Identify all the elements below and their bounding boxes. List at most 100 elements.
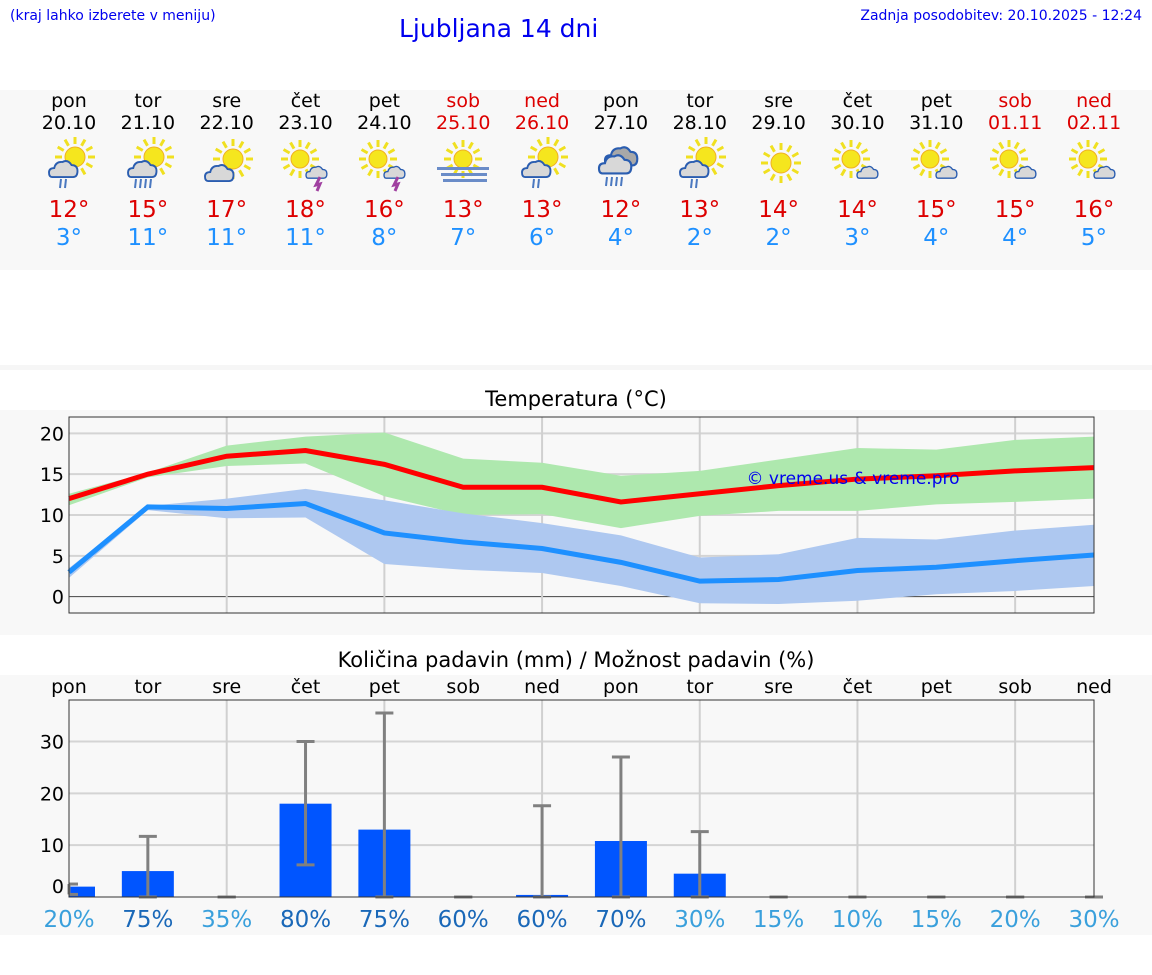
min-temp: 11° xyxy=(285,225,326,251)
precip-probability: 35% xyxy=(201,907,252,933)
day-date: 22.10 xyxy=(199,112,254,134)
precip-probability: 75% xyxy=(122,907,173,933)
min-temp-line xyxy=(67,501,1095,584)
day-date: 01.11 xyxy=(987,112,1043,134)
cloud-heavy-rain-icon xyxy=(581,134,661,196)
sun-thunderstorm-icon xyxy=(344,134,424,196)
day-date: 24.10 xyxy=(357,112,412,134)
sun-icon xyxy=(739,134,819,196)
day-date: 25.10 xyxy=(436,112,491,134)
sun-small-cloud-icon xyxy=(817,134,897,196)
last-updated: Zadnja posodobitev: 20.10.2025 - 12:24 xyxy=(860,8,1142,24)
day-date: 27.10 xyxy=(593,112,649,134)
y-tick-label: 0 xyxy=(52,876,64,898)
min-temp: 4° xyxy=(607,225,634,251)
sun-cloud-rain-icon xyxy=(660,134,740,196)
precip-probability: 75% xyxy=(359,907,410,933)
max-temp: 15° xyxy=(127,197,169,223)
day-name: sob xyxy=(998,90,1032,112)
forecast-day: pet 24.10 16° 8° xyxy=(344,90,424,252)
temperature-chart-title: Temperatura (°C) xyxy=(485,387,667,411)
day-label: sre xyxy=(212,676,241,698)
forecast-day: sob 25.10 13° 7° xyxy=(423,90,503,252)
max-temp: 17° xyxy=(206,197,248,223)
min-temp: 3° xyxy=(55,225,83,251)
day-name: sre xyxy=(764,90,794,112)
day-label: sob xyxy=(998,676,1032,698)
min-temp: 4° xyxy=(1002,225,1029,251)
day-label: ned xyxy=(1076,676,1112,698)
forecast-day: sre 29.10 14° 2° xyxy=(739,90,819,252)
location-hint: (kraj lahko izberete v meniju) xyxy=(10,8,216,24)
day-date: 20.10 xyxy=(41,112,97,134)
sun-cloud-rain-icon xyxy=(502,134,582,196)
precip-probability: 20% xyxy=(43,907,94,933)
day-label: sre xyxy=(764,676,793,698)
day-name: ned xyxy=(1076,90,1112,112)
forecast-day: pon 20.10 12° 3° xyxy=(29,90,109,252)
day-label: sob xyxy=(446,676,480,698)
divider xyxy=(0,365,1152,370)
y-tick-label: 20 xyxy=(40,423,64,445)
min-temp: 8° xyxy=(371,225,398,251)
sun-fog-icon xyxy=(423,134,503,196)
min-temp: 3° xyxy=(844,225,871,251)
day-label: tor xyxy=(134,676,161,698)
forecast-day: pet 31.10 15° 4° xyxy=(896,90,976,252)
max-temp: 15° xyxy=(994,197,1036,223)
watermark: © vreme.us & vreme.pro xyxy=(746,469,959,489)
max-temp: 13° xyxy=(521,197,563,223)
max-temp: 14° xyxy=(758,197,799,223)
plot-frame xyxy=(68,416,1095,614)
sun-cloud-icon xyxy=(187,134,267,196)
max-temp: 13° xyxy=(442,197,484,223)
forecast-day: tor 21.10 15° 11° xyxy=(108,90,188,252)
y-tick-label: 5 xyxy=(52,546,64,568)
y-tick-label: 10 xyxy=(40,835,64,857)
max-temp-line xyxy=(68,447,1095,505)
forecast-day: čet 30.10 14° 3° xyxy=(817,90,897,252)
max-temp: 13° xyxy=(679,197,721,223)
day-name: ned xyxy=(524,90,560,112)
sun-thunderstorm-icon xyxy=(266,134,346,196)
forecast-day: čet 23.10 18° 11° xyxy=(266,90,346,252)
max-temp: 12° xyxy=(48,197,90,223)
precipitation-chart-title: Količina padavin (mm) / Možnost padavin … xyxy=(337,648,815,672)
day-name: čet xyxy=(290,90,321,112)
precip-bar xyxy=(69,886,95,897)
day-name: čet xyxy=(842,90,873,112)
max-temp: 18° xyxy=(285,197,326,223)
day-label: čet xyxy=(291,676,321,698)
min-temp: 2° xyxy=(765,225,792,251)
plot-area xyxy=(69,700,1094,897)
day-label: čet xyxy=(843,676,873,698)
precip-probability: 10% xyxy=(832,907,883,933)
max-temp: 12° xyxy=(600,197,642,223)
min-temp: 4° xyxy=(923,225,950,251)
day-label: pon xyxy=(603,676,639,698)
forecast-day: ned 02.11 16° 5° xyxy=(1054,90,1134,252)
min-temp: 11° xyxy=(206,225,248,251)
precip-probability: 30% xyxy=(674,907,725,933)
precip-probability: 60% xyxy=(438,907,489,933)
precip-probability: 20% xyxy=(990,907,1041,933)
day-date: 28.10 xyxy=(672,112,727,134)
y-tick-label: 0 xyxy=(52,587,64,609)
precip-probability: 15% xyxy=(911,907,962,933)
sun-cloud-heavy-rain-icon xyxy=(108,134,188,196)
day-name: pon xyxy=(51,90,87,112)
day-label: pet xyxy=(921,676,952,698)
forecast-day: tor 28.10 13° 2° xyxy=(660,90,740,252)
day-date: 23.10 xyxy=(278,112,333,134)
forecast-day: ned 26.10 13° 6° xyxy=(502,90,582,252)
max-temp: 15° xyxy=(915,197,957,223)
max-temp: 16° xyxy=(1073,197,1115,223)
day-label: tor xyxy=(686,676,713,698)
day-label: ned xyxy=(524,676,560,698)
day-name: sre xyxy=(212,90,242,112)
forecast-strip: pon 20.10 12° 3° tor 21.10 15° 11° sre 22.… xyxy=(0,90,1152,270)
day-name: pet xyxy=(368,90,400,112)
day-date: 29.10 xyxy=(751,112,806,134)
